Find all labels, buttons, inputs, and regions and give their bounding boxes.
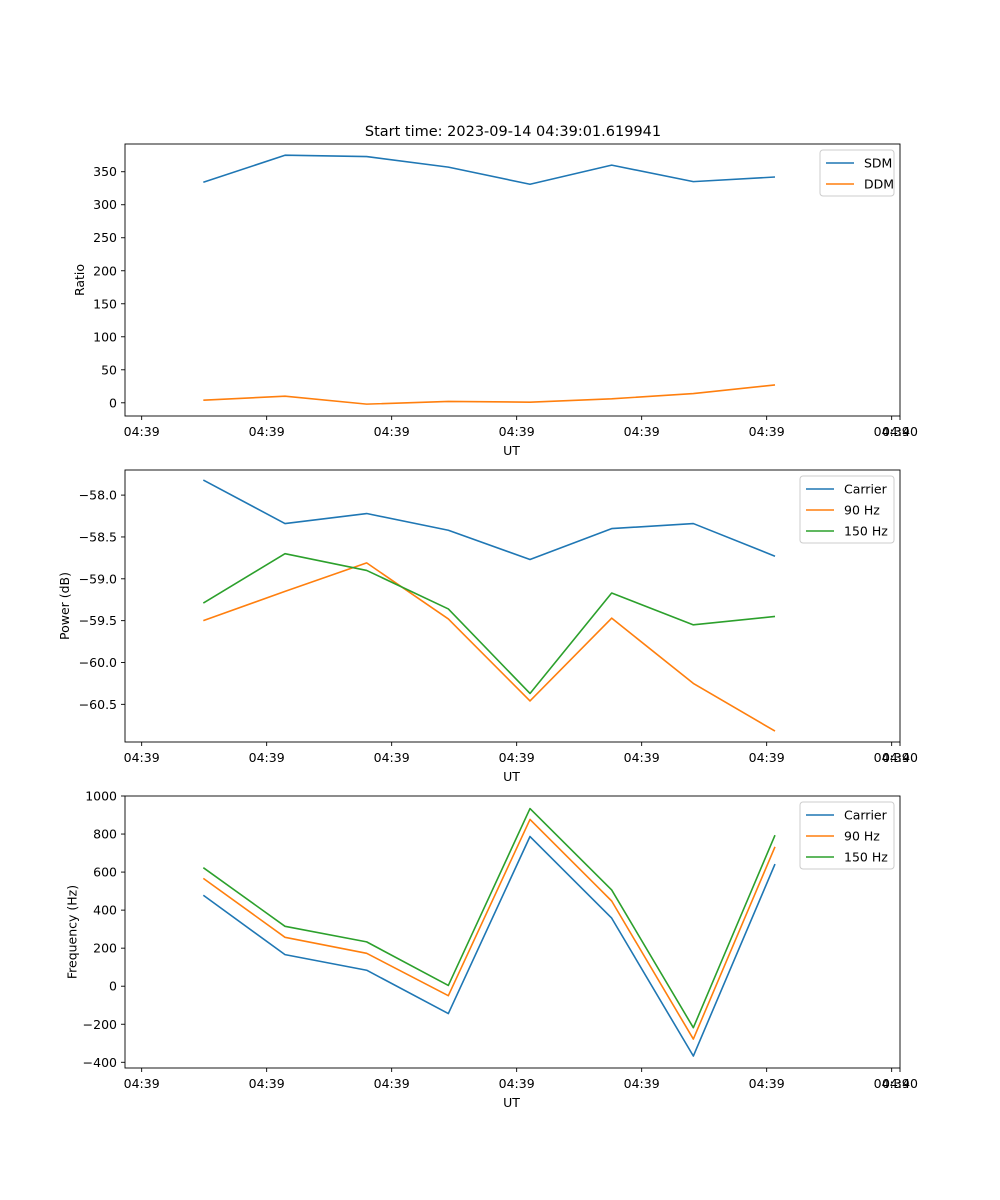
y-tick-label: 300 xyxy=(93,197,117,212)
x-tick-label: 04:39 xyxy=(124,424,160,439)
x-tick-label: 04:39 xyxy=(624,424,660,439)
y-tick-label: −60.5 xyxy=(79,697,117,712)
axes-frame xyxy=(124,469,901,743)
x-tick-label: 04:39 xyxy=(499,1076,535,1091)
x-tick-label: 04:39 xyxy=(374,1076,410,1091)
y-tick-label: −60.0 xyxy=(79,655,117,670)
x-tick-label: 04:40 xyxy=(882,1076,918,1091)
legend-label: 90 Hz xyxy=(844,503,880,518)
y-tick-label: 1000 xyxy=(85,789,117,804)
chart-panel-1: 04:39 04:39 04:39 04:39 04:39 04:39 04:3904:40… xyxy=(72,143,918,458)
x-tick-label: 04:39 xyxy=(624,1076,660,1091)
y-tick-label: 50 xyxy=(101,362,117,377)
x-tick-label: 04:39 xyxy=(249,1076,285,1091)
x-tick-label: 04:39 xyxy=(374,424,410,439)
legend: SDM DDM xyxy=(819,149,895,197)
y-tick-label: 0 xyxy=(109,395,117,410)
y-tick-label: −400 xyxy=(83,1055,117,1070)
x-tick-label: 04:39 xyxy=(749,424,785,439)
x-axis-label: UT xyxy=(503,769,520,784)
x-tick-label: 04:39 xyxy=(874,1076,910,1091)
series-line-150-hz xyxy=(202,552,776,695)
y-tick-label: 150 xyxy=(93,296,117,311)
x-tick-label: 04:39 xyxy=(624,750,660,765)
x-tick-label: 04:39 xyxy=(749,1076,785,1091)
series-line-carrier xyxy=(202,835,776,1057)
y-tick-label: 200 xyxy=(93,263,117,278)
legend-box xyxy=(799,801,895,870)
y-tick-label: 350 xyxy=(93,164,117,179)
y-tick-label: 600 xyxy=(93,865,117,880)
x-tick-label: 04:40 xyxy=(882,750,918,765)
series-line-ddm xyxy=(203,384,776,405)
x-tick-label: 04:39 xyxy=(124,750,160,765)
series-line-90-hz xyxy=(203,562,776,732)
axes-frame xyxy=(124,795,901,1069)
x-tick-label: 04:39 xyxy=(749,750,785,765)
legend-label: 90 Hz xyxy=(844,829,880,844)
x-tick-label: 04:39 xyxy=(874,750,910,765)
series-line-carrier xyxy=(202,479,776,561)
y-tick-label: −59.5 xyxy=(79,613,117,628)
legend-label: 150 Hz xyxy=(844,524,888,539)
legend-label: 150 Hz xyxy=(844,850,888,865)
y-tick-label: −59.0 xyxy=(79,571,117,586)
y-tick-label: −200 xyxy=(83,1017,117,1032)
y-tick-label: −58.0 xyxy=(79,488,117,503)
x-tick-label: 04:39 xyxy=(499,750,535,765)
legend: Carrier 90 Hz 150 Hz xyxy=(799,801,895,870)
figure-title: Start time: 2023-09-14 04:39:01.619941 xyxy=(365,124,661,140)
x-tick-label: 04:39 xyxy=(249,750,285,765)
y-tick-label: 400 xyxy=(93,903,117,918)
axes-frame xyxy=(124,143,901,417)
plots: 04:39 04:39 04:39 04:39 04:39 04:39 04:3904:40… xyxy=(57,143,918,1111)
y-tick-label: 100 xyxy=(93,329,117,344)
x-tick-label: 04:39 xyxy=(499,424,535,439)
x-axis-label: UT xyxy=(503,1095,520,1110)
x-axis-label: UT xyxy=(503,443,520,458)
legend-label: SDM xyxy=(864,156,892,171)
legend-label: DDM xyxy=(864,177,894,192)
y-tick-label: 0 xyxy=(109,979,117,994)
y-tick-label: 200 xyxy=(93,941,117,956)
legend: Carrier 90 Hz 150 Hz xyxy=(799,475,895,544)
legend-box xyxy=(799,475,895,544)
x-tick-label: 04:39 xyxy=(874,424,910,439)
y-tick-label: 800 xyxy=(93,827,117,842)
chart-panel-3: 04:39 04:39 04:39 04:39 04:39 04:39 04:3904:40… xyxy=(65,789,918,1111)
x-tick-label: 04:39 xyxy=(124,1076,160,1091)
y-axis-label: Power (dB) xyxy=(57,572,72,640)
y-axis-label: Ratio xyxy=(72,264,87,296)
y-tick-label: −58.5 xyxy=(79,529,117,544)
chart-panel-2: 04:39 04:39 04:39 04:39 04:39 04:39 04:3904:40… xyxy=(57,469,918,784)
y-tick-label: 250 xyxy=(93,230,117,245)
series-line-sdm xyxy=(203,154,776,186)
x-tick-label: 04:39 xyxy=(249,424,285,439)
legend-label: Carrier xyxy=(844,808,888,823)
y-axis-label: Frequency (Hz) xyxy=(65,885,80,979)
x-tick-label: 04:40 xyxy=(882,424,918,439)
x-tick-label: 04:39 xyxy=(374,750,410,765)
series-line-150-hz xyxy=(202,807,776,1029)
series-line-90-hz xyxy=(202,818,776,1040)
legend-label: Carrier xyxy=(844,482,888,497)
